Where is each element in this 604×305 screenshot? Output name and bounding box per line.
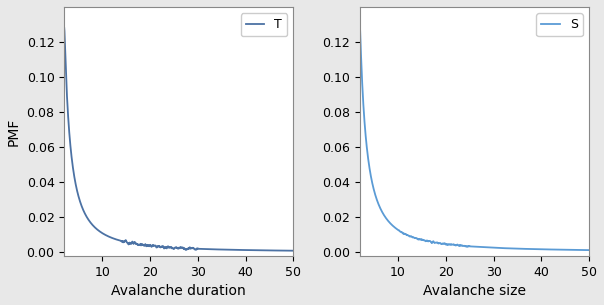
X-axis label: Avalanche size: Avalanche size: [423, 284, 526, 298]
Y-axis label: PMF: PMF: [7, 117, 21, 145]
X-axis label: Avalanche duration: Avalanche duration: [111, 284, 246, 298]
Legend: S: S: [536, 13, 583, 36]
Legend: T: T: [240, 13, 287, 36]
